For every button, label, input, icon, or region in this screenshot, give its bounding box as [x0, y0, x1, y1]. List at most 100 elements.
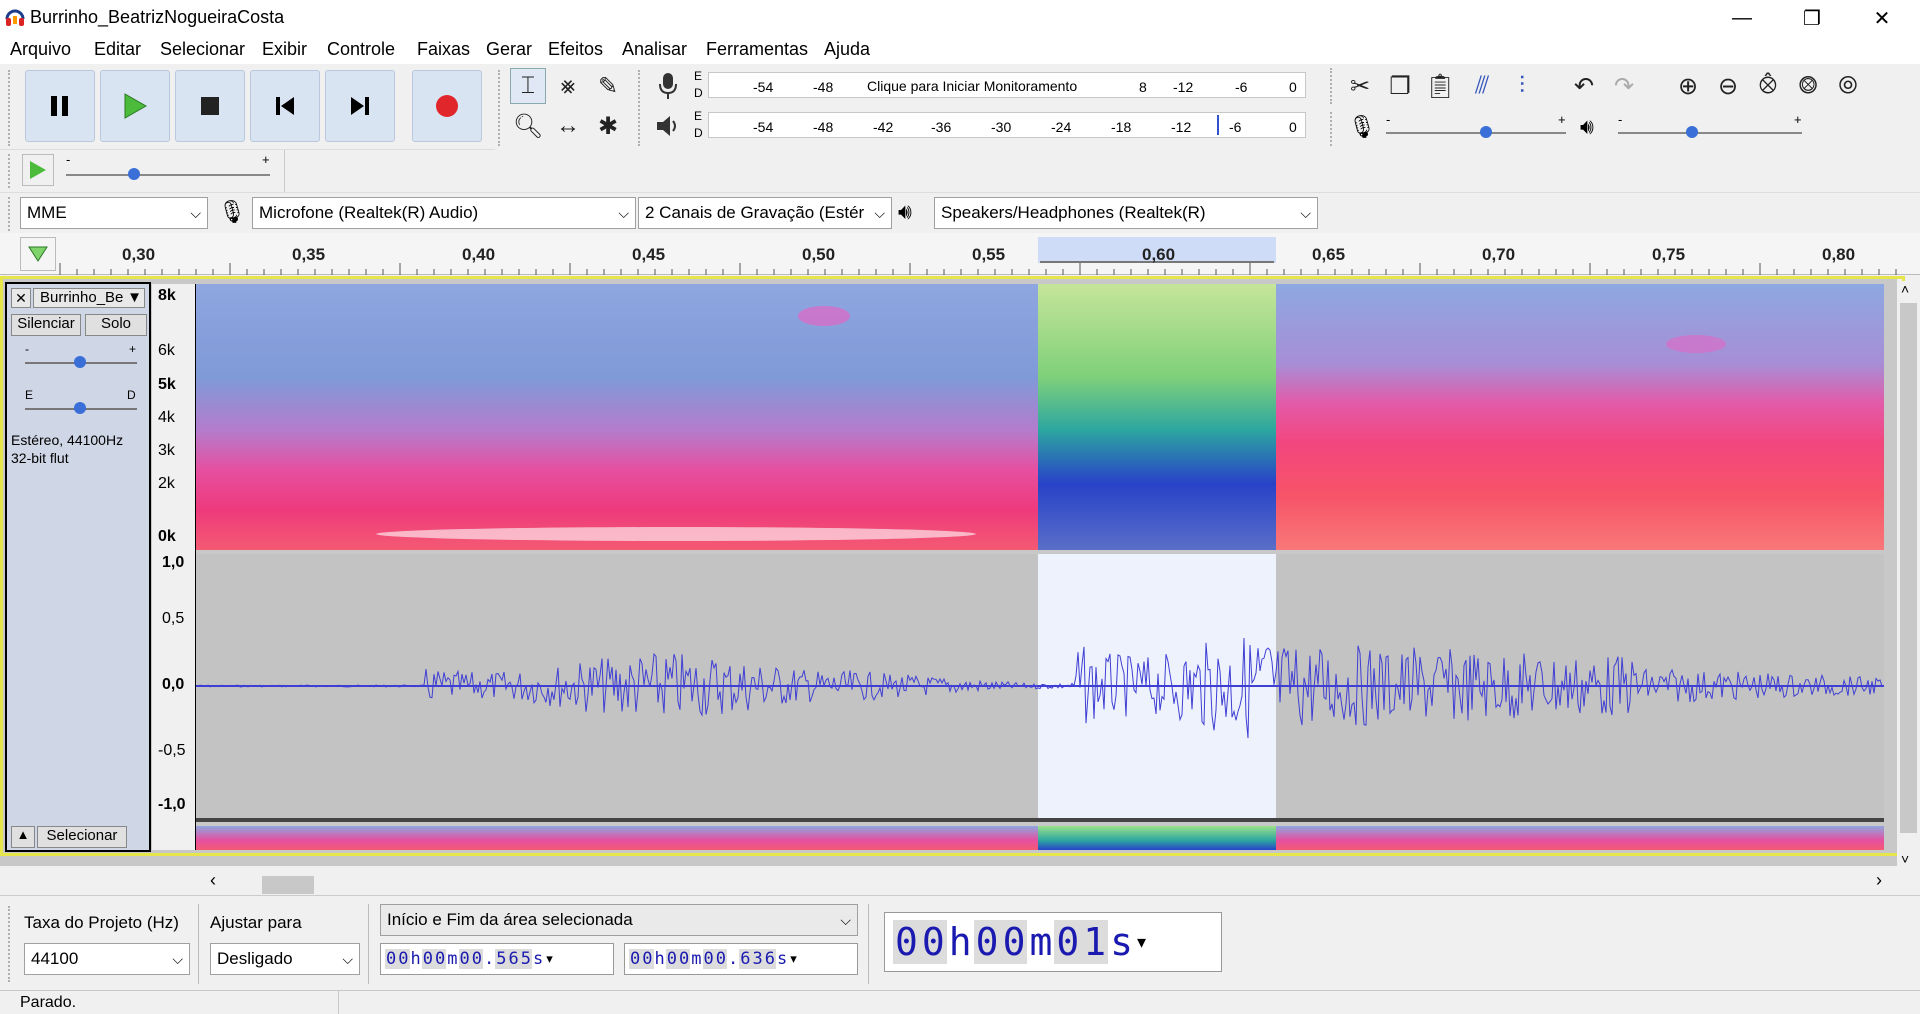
- microphone-icon[interactable]: [650, 68, 686, 104]
- toolbar-grip[interactable]: [1330, 68, 1335, 104]
- toolbar-grip[interactable]: [1330, 112, 1335, 146]
- skip-start-button[interactable]: [250, 70, 320, 142]
- play-at-speed-button[interactable]: [22, 154, 54, 186]
- toolbar-grip[interactable]: [8, 906, 13, 982]
- ruler-selection-highlight: [1038, 237, 1276, 263]
- menu-exibir[interactable]: Exibir: [262, 39, 308, 59]
- menu-efeitos[interactable]: Efeitos: [548, 39, 604, 59]
- spectrogram-view[interactable]: [196, 284, 1884, 550]
- fit-selection-icon[interactable]: ⨶: [1758, 72, 1778, 99]
- playback-volume-thumb[interactable]: [1686, 126, 1698, 138]
- track-menu-button[interactable]: Burrinho_Be ▼: [33, 288, 145, 308]
- vertical-scrollbar[interactable]: ˄ ˅: [1897, 281, 1920, 873]
- recording-channels-select[interactable]: 2 Canais de Gravação (Estér ⌵: [638, 197, 892, 229]
- menu-selecionar[interactable]: Selecionar: [160, 39, 246, 59]
- audio-position-time[interactable]: 0 0 h 0 0 m 0 1 s ▾: [884, 912, 1222, 972]
- cut-icon[interactable]: ✂: [1349, 72, 1371, 100]
- copy-icon[interactable]: ❐: [1389, 72, 1411, 100]
- monitoring-hint[interactable]: Clique para Iniciar Monitoramento: [867, 78, 1078, 94]
- playback-speed-thumb[interactable]: [128, 168, 140, 180]
- timeline-ruler[interactable]: 0,30 0,35 0,40 0,45 0,50 0,55 0,60 0,65 …: [0, 233, 1920, 275]
- timeline-options-button[interactable]: [20, 237, 56, 271]
- selection-end-time[interactable]: 0 0 h 0 0 m 0 0. 6 3 6 s ▾: [624, 943, 858, 975]
- toolbar-grip[interactable]: [638, 70, 643, 146]
- paste-icon[interactable]: 📋︎: [1424, 72, 1456, 100]
- record-button[interactable]: [412, 70, 482, 142]
- pan-slider-thumb[interactable]: [74, 402, 86, 414]
- zoom-toggle-icon[interactable]: ⦾: [1838, 72, 1858, 99]
- minimize-button[interactable]: —: [1732, 6, 1752, 29]
- time-format-arrow-icon[interactable]: ▾: [790, 951, 797, 966]
- time-digit: 5: [519, 949, 532, 969]
- gain-slider-thumb[interactable]: [74, 356, 86, 368]
- trim-audio-icon[interactable]: ⫻: [1474, 72, 1490, 99]
- time-digit: h: [410, 949, 421, 969]
- menu-gerar[interactable]: Gerar: [486, 39, 533, 59]
- record-meter[interactable]: -54 -48 Clique para Iniciar Monitorament…: [708, 72, 1306, 98]
- scroll-left-icon[interactable]: ‹: [210, 870, 216, 890]
- speaker-icon[interactable]: [650, 108, 686, 144]
- audio-host-select[interactable]: MME ⌵: [20, 197, 208, 229]
- skip-end-button[interactable]: [325, 70, 395, 142]
- horizontal-scroll-thumb[interactable]: [262, 876, 314, 894]
- recording-volume-slider[interactable]: [1386, 132, 1566, 134]
- waveform-view[interactable]: [196, 554, 1884, 818]
- playback-meter[interactable]: -54 -48 -42 -36 -30 -24 -18 -12 -6 0: [708, 112, 1306, 138]
- selection-mode-select[interactable]: Início e Fim da área selecionada ⌵: [380, 904, 858, 936]
- scroll-down-icon[interactable]: ˅: [1901, 851, 1910, 867]
- menu-analisar[interactable]: Analisar: [622, 39, 688, 59]
- multi-tool-icon[interactable]: ✱: [597, 112, 619, 140]
- device-toolbar: MME ⌵ 🎙︎ Microfone (Realtek(R) Audio) ⌵ 2 …: [0, 192, 1920, 233]
- mute-button[interactable]: Silenciar: [11, 314, 81, 336]
- playback-volume-slider[interactable]: [1618, 132, 1802, 134]
- menu-arquivo[interactable]: Arquivo: [10, 39, 72, 59]
- timeshift-tool-icon[interactable]: ↔: [556, 112, 580, 139]
- scroll-right-icon[interactable]: ›: [1876, 870, 1882, 890]
- zoom-tool-icon[interactable]: 🔍︎: [512, 112, 544, 140]
- selection-tool-icon[interactable]: ⌶: [510, 68, 546, 104]
- selection-start-time[interactable]: 0 0 h 0 0 m 0 0. 5 6 5 s ▾: [380, 943, 614, 975]
- pause-button[interactable]: [25, 70, 95, 142]
- menu-editar[interactable]: Editar: [94, 39, 142, 59]
- zoom-in-icon[interactable]: ⊕: [1677, 72, 1699, 100]
- project-rate-select[interactable]: 44100 ⌵: [24, 943, 190, 975]
- ruler-selection-bar[interactable]: [1040, 261, 1274, 263]
- draw-tool-icon[interactable]: ✎: [597, 72, 619, 100]
- toolbar-grip[interactable]: [498, 70, 503, 146]
- close-track-icon[interactable]: ✕: [11, 288, 31, 308]
- time-digit: 0: [385, 949, 398, 969]
- zoom-out-icon[interactable]: ⊖: [1717, 72, 1739, 100]
- vertical-scroll-thumb[interactable]: [1900, 303, 1917, 833]
- playback-speed-slider[interactable]: [66, 174, 270, 176]
- toolbar-grip[interactable]: [8, 70, 13, 146]
- vertical-scale[interactable]: [152, 284, 196, 850]
- restore-button[interactable]: ❐: [1803, 7, 1821, 30]
- playback-device-select[interactable]: Speakers/Headphones (Realtek(R) ⌵: [934, 197, 1318, 229]
- undo-icon[interactable]: ↶: [1573, 72, 1595, 100]
- stop-button[interactable]: [175, 70, 245, 142]
- scroll-up-icon[interactable]: ˄: [1901, 281, 1910, 297]
- meter-tick: -48: [813, 119, 834, 135]
- waveform-path: [196, 637, 1883, 739]
- fit-project-icon[interactable]: ⨷: [1798, 72, 1818, 99]
- play-button[interactable]: [100, 70, 170, 142]
- menu-ferramentas[interactable]: Ferramentas: [706, 39, 809, 59]
- toolbar-grip[interactable]: [8, 197, 13, 231]
- close-window-button[interactable]: ✕: [1873, 7, 1891, 30]
- silence-audio-icon[interactable]: ⫶: [1519, 72, 1525, 99]
- recording-volume-thumb[interactable]: [1480, 126, 1492, 138]
- collapse-track-icon[interactable]: ▲: [11, 826, 35, 848]
- time-format-arrow-icon[interactable]: ▾: [1137, 931, 1147, 952]
- horizontal-scrollbar[interactable]: ‹ ›: [0, 866, 1920, 896]
- toolbar-grip[interactable]: [8, 154, 13, 188]
- menu-ajuda[interactable]: Ajuda: [824, 39, 871, 59]
- time-format-arrow-icon[interactable]: ▾: [546, 951, 553, 966]
- menu-faixas[interactable]: Faixas: [417, 39, 471, 59]
- menu-controle[interactable]: Controle: [327, 39, 396, 59]
- envelope-tool-icon[interactable]: ⨳: [560, 72, 576, 99]
- redo-icon[interactable]: ↷: [1613, 72, 1635, 100]
- solo-button[interactable]: Solo: [85, 314, 147, 336]
- snap-to-select[interactable]: Desligado ⌵: [210, 943, 360, 975]
- select-track-button[interactable]: Selecionar: [37, 826, 127, 848]
- recording-device-select[interactable]: Microfone (Realtek(R) Audio) ⌵: [252, 197, 636, 229]
